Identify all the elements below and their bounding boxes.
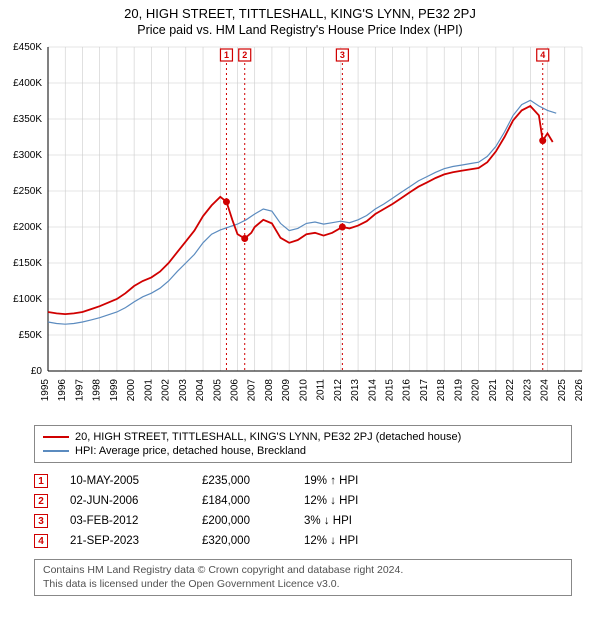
svg-text:3: 3 [340, 50, 345, 60]
chart-title-main: 20, HIGH STREET, TITTLESHALL, KING'S LYN… [0, 6, 600, 21]
svg-text:£100K: £100K [13, 294, 42, 305]
svg-text:2003: 2003 [178, 379, 189, 402]
svg-text:2000: 2000 [126, 379, 137, 402]
footer-line: Contains HM Land Registry data © Crown c… [43, 564, 563, 578]
tx-marker: 4 [34, 534, 48, 548]
svg-text:2001: 2001 [143, 379, 154, 402]
tx-price: £235,000 [202, 475, 282, 487]
svg-text:1998: 1998 [92, 379, 103, 402]
legend-item: HPI: Average price, detached house, Brec… [43, 444, 563, 458]
tx-marker: 2 [34, 494, 48, 508]
tx-delta: 19% ↑ HPI [304, 475, 404, 487]
chart-title-sub: Price paid vs. HM Land Registry's House … [0, 23, 600, 37]
legend-swatch [43, 450, 69, 452]
svg-text:2012: 2012 [333, 379, 344, 402]
tx-date: 03-FEB-2012 [70, 515, 180, 527]
svg-text:2023: 2023 [522, 379, 533, 402]
svg-text:2017: 2017 [419, 379, 430, 402]
legend-item: 20, HIGH STREET, TITTLESHALL, KING'S LYN… [43, 430, 563, 444]
svg-text:£350K: £350K [13, 114, 42, 125]
title-block: 20, HIGH STREET, TITTLESHALL, KING'S LYN… [0, 0, 600, 39]
legend-label: HPI: Average price, detached house, Brec… [75, 445, 306, 457]
svg-text:2008: 2008 [264, 379, 275, 402]
svg-text:2006: 2006 [229, 379, 240, 402]
table-row: 3 03-FEB-2012 £200,000 3% ↓ HPI [34, 511, 572, 531]
svg-text:2014: 2014 [367, 379, 378, 402]
svg-text:£400K: £400K [13, 78, 42, 89]
legend-swatch [43, 436, 69, 439]
table-row: 1 10-MAY-2005 £235,000 19% ↑ HPI [34, 471, 572, 491]
svg-text:£450K: £450K [13, 42, 42, 53]
chart-area: £0 £50K £100K £150K £200K £250K £300K £350K £400… [0, 39, 600, 419]
tx-price: £320,000 [202, 535, 282, 547]
tx-date: 10-MAY-2005 [70, 475, 180, 487]
svg-text:2019: 2019 [453, 379, 464, 402]
tx-marker: 3 [34, 514, 48, 528]
tx-delta: 3% ↓ HPI [304, 515, 404, 527]
svg-text:2009: 2009 [281, 379, 292, 402]
svg-text:2015: 2015 [385, 379, 396, 402]
table-row: 2 02-JUN-2006 £184,000 12% ↓ HPI [34, 491, 572, 511]
page-root: 20, HIGH STREET, TITTLESHALL, KING'S LYN… [0, 0, 600, 596]
svg-text:1999: 1999 [109, 379, 120, 402]
tx-marker: 1 [34, 474, 48, 488]
tx-date: 02-JUN-2006 [70, 495, 180, 507]
svg-text:1: 1 [224, 50, 229, 60]
svg-text:1996: 1996 [57, 379, 68, 402]
svg-text:2016: 2016 [402, 379, 413, 402]
svg-text:2013: 2013 [350, 379, 361, 402]
svg-text:2021: 2021 [488, 379, 499, 402]
legend: 20, HIGH STREET, TITTLESHALL, KING'S LYN… [34, 425, 572, 463]
svg-text:2002: 2002 [161, 379, 172, 402]
table-row: 4 21-SEP-2023 £320,000 12% ↓ HPI [34, 531, 572, 551]
svg-text:2005: 2005 [212, 379, 223, 402]
svg-text:1997: 1997 [74, 379, 85, 402]
svg-text:2025: 2025 [557, 379, 568, 402]
svg-text:2026: 2026 [574, 379, 585, 402]
svg-text:1995: 1995 [40, 379, 51, 402]
svg-text:2018: 2018 [436, 379, 447, 402]
svg-text:2011: 2011 [316, 379, 327, 401]
svg-text:£50K: £50K [19, 330, 43, 341]
svg-text:2022: 2022 [505, 379, 516, 402]
svg-text:£0: £0 [31, 366, 43, 377]
svg-text:2004: 2004 [195, 379, 206, 402]
legend-label: 20, HIGH STREET, TITTLESHALL, KING'S LYN… [75, 431, 461, 443]
svg-text:2024: 2024 [540, 379, 551, 402]
tx-date: 21-SEP-2023 [70, 535, 180, 547]
transaction-table: 1 10-MAY-2005 £235,000 19% ↑ HPI 2 02-JU… [34, 471, 572, 551]
footer: Contains HM Land Registry data © Crown c… [34, 559, 572, 596]
svg-text:2010: 2010 [298, 379, 309, 402]
footer-line: This data is licensed under the Open Gov… [43, 578, 563, 592]
tx-price: £200,000 [202, 515, 282, 527]
svg-text:4: 4 [540, 50, 545, 60]
svg-text:2: 2 [242, 50, 247, 60]
tx-delta: 12% ↓ HPI [304, 535, 404, 547]
svg-text:£150K: £150K [13, 258, 42, 269]
svg-text:£250K: £250K [13, 186, 42, 197]
chart-svg: £0 £50K £100K £150K £200K £250K £300K £350K £400… [0, 39, 600, 419]
svg-text:2020: 2020 [471, 379, 482, 402]
tx-price: £184,000 [202, 495, 282, 507]
tx-delta: 12% ↓ HPI [304, 495, 404, 507]
svg-text:£300K: £300K [13, 150, 42, 161]
svg-text:2007: 2007 [247, 379, 258, 402]
svg-text:£200K: £200K [13, 222, 42, 233]
